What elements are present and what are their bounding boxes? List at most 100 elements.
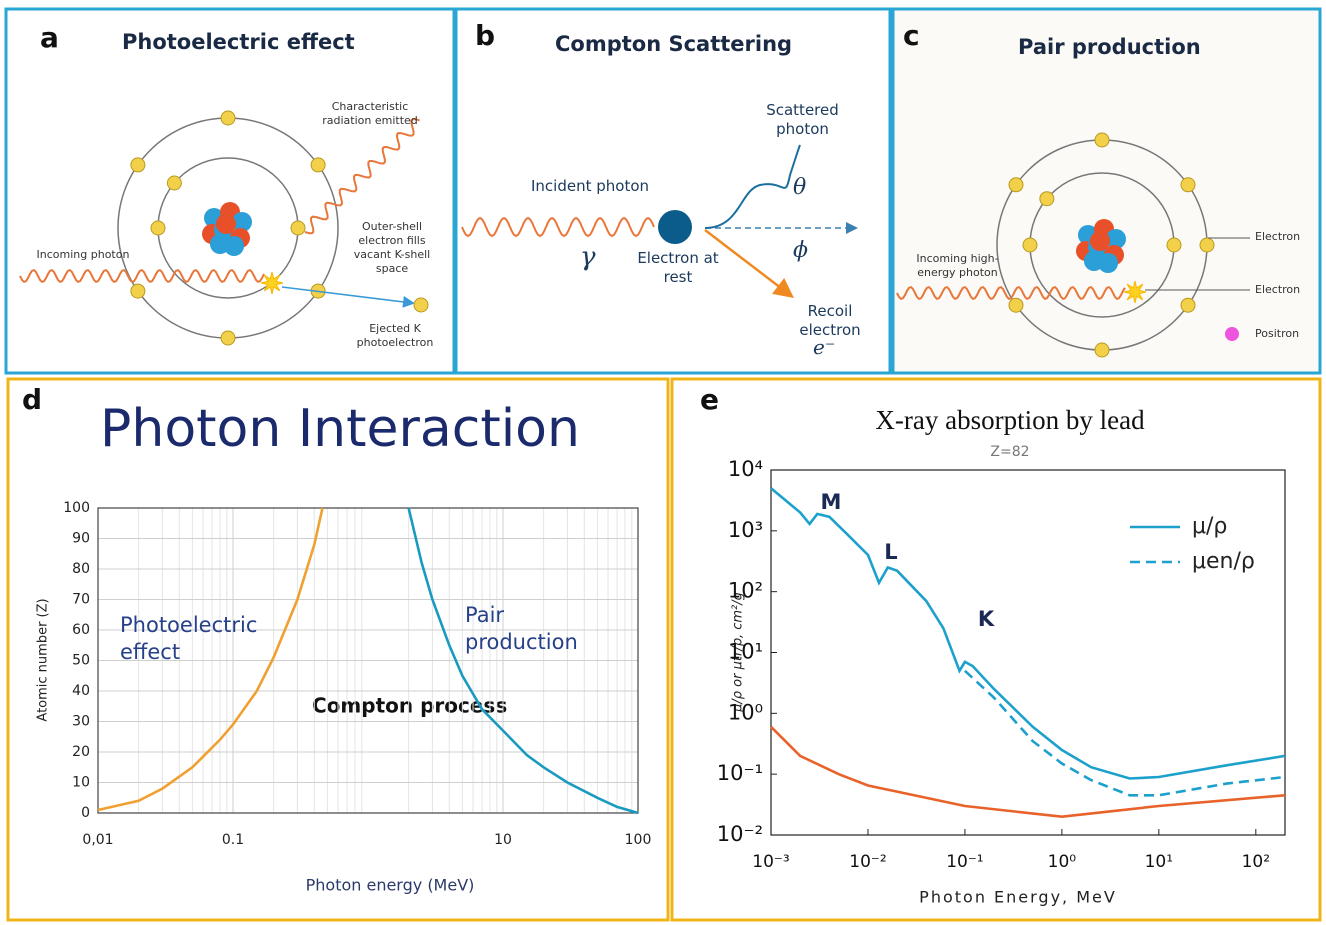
panel-letter: a: [40, 21, 59, 54]
electron: [290, 220, 306, 236]
y-tick-label: 10¹: [728, 640, 763, 664]
x-axis-label: Photon energy (MeV): [306, 876, 475, 895]
edge-label: L: [884, 540, 897, 564]
electron: [1094, 132, 1110, 148]
y-tick-label: 40: [72, 683, 90, 699]
label: Outer-shell electron fills vacant K-shel…: [353, 220, 431, 275]
photon-wave: [461, 216, 655, 238]
panel-title: Photoelectric effect: [122, 30, 355, 54]
panel-letter: e: [700, 383, 719, 416]
electron: [130, 283, 146, 299]
electron-at-rest: [658, 210, 692, 244]
panel-letter: b: [475, 19, 496, 52]
label: Characteristic radiation emitted: [322, 100, 418, 127]
chart-title: Photon Interaction: [100, 399, 580, 459]
panel-e-frame: [670, 377, 1322, 922]
edge-label: K: [978, 607, 995, 631]
region-label: Compton process: [312, 694, 507, 718]
x-tick-label: 100: [625, 832, 652, 848]
series-line: [770, 725, 1286, 819]
interaction-star: [1123, 280, 1147, 304]
region-label: Pair production: [465, 603, 578, 654]
photon-wave: [19, 268, 265, 284]
x-tick-label: 10⁻³: [752, 852, 789, 872]
label: γ: [580, 242, 596, 272]
y-tick-label: 10⁰: [728, 700, 763, 724]
plot-frame: [97, 507, 639, 814]
arrow: [281, 286, 415, 308]
chart-subtitle: Z=82: [990, 444, 1029, 460]
positron: [1225, 327, 1239, 341]
electron: [166, 175, 182, 191]
panel-title: Compton Scattering: [555, 32, 793, 56]
x-tick-label: 10²: [1242, 852, 1270, 872]
nucleon: [1090, 231, 1110, 251]
interaction-star: [260, 271, 284, 295]
nucleon: [1106, 229, 1126, 249]
scattered-photon: [704, 144, 801, 229]
nucleon: [232, 212, 252, 232]
electron: [310, 157, 326, 173]
y-tick-label: 10²: [728, 579, 763, 603]
electron: [1022, 237, 1038, 253]
electron: [1039, 191, 1055, 207]
label: Scattered photon: [766, 101, 839, 138]
electron: [1180, 297, 1196, 313]
y-tick-label: 70: [72, 592, 90, 608]
y-tick-label: 10⁻¹: [717, 761, 763, 785]
y-tick-label: 50: [72, 653, 90, 669]
x-tick-label: 10¹: [1145, 852, 1173, 872]
panel-a-frame: [4, 7, 456, 375]
x-tick-label: 10⁻¹: [946, 852, 983, 872]
photon-wave: [304, 118, 420, 235]
label: Electron at rest: [637, 249, 719, 286]
electron: [1008, 177, 1024, 193]
chart-title: X-ray absorption by lead: [875, 405, 1145, 435]
label: Incoming photon: [36, 248, 130, 261]
electron: [220, 330, 236, 346]
electron: [220, 110, 236, 126]
x-tick-label: 10⁰: [1048, 852, 1077, 872]
label: e⁻: [813, 335, 836, 359]
label: ϕ: [793, 238, 808, 263]
label: Incident photon: [530, 177, 650, 195]
electron: [1199, 237, 1215, 253]
nucleon: [216, 214, 236, 234]
label: θ: [793, 175, 807, 200]
series-line: [407, 507, 639, 815]
y-tick-label: 30: [72, 714, 90, 730]
electron: [150, 220, 166, 236]
x-tick-label: 10⁻²: [849, 852, 886, 872]
legend-label: μen/ρ: [1192, 549, 1255, 574]
y-tick-label: 0: [81, 805, 90, 821]
electron: [1094, 342, 1110, 358]
panel-c-frame: [891, 7, 1322, 375]
arrow: [704, 229, 794, 299]
x-tick-label: 10: [494, 832, 512, 848]
label: Electron: [1255, 283, 1301, 296]
panel-letter: c: [903, 19, 920, 52]
y-tick-label: 100: [63, 500, 90, 516]
nucleon: [1098, 253, 1118, 273]
series-line: [97, 507, 324, 812]
electron: [1180, 177, 1196, 193]
electron: [1008, 297, 1024, 313]
edge-label: M: [821, 490, 842, 514]
label: Recoil electron: [799, 302, 861, 339]
nucleon: [224, 236, 244, 256]
y-tick-label: 60: [72, 622, 90, 638]
y-tick-label: 10⁻²: [717, 822, 763, 846]
panel-b-frame: [454, 7, 892, 375]
electron: [1166, 237, 1182, 253]
label: Ejected K photoelectron: [356, 322, 434, 349]
y-axis-label: Atomic number (Z): [36, 598, 51, 721]
label: Positron: [1255, 327, 1300, 340]
panel-title: Pair production: [1018, 35, 1201, 59]
y-tick-label: 80: [72, 561, 90, 577]
y-tick-label: 10³: [728, 518, 763, 542]
electron: [130, 157, 146, 173]
x-tick-label: 0,01: [82, 832, 113, 848]
legend-label: μ/ρ: [1192, 514, 1227, 539]
